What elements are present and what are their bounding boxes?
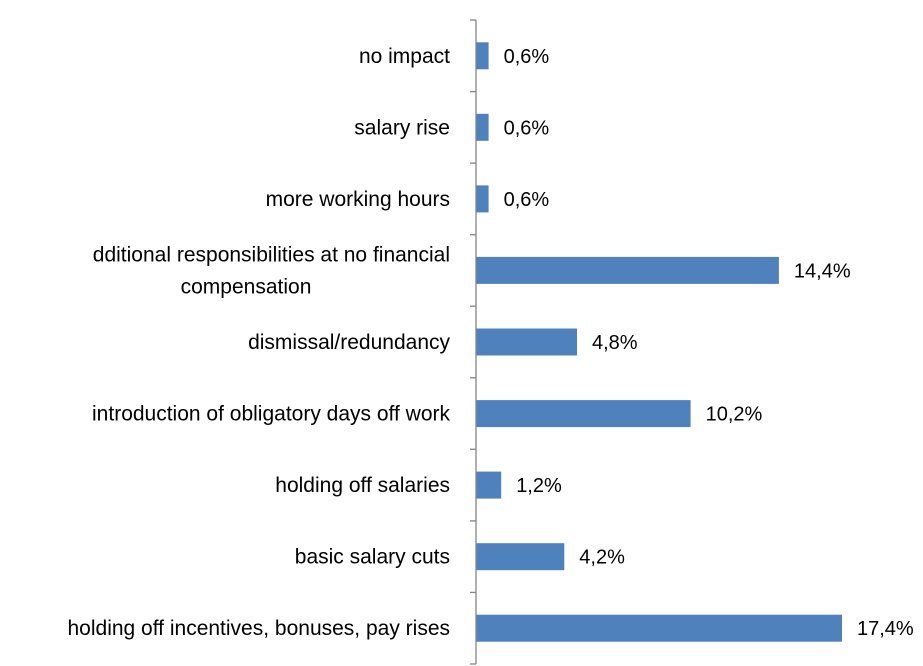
category-label: compensation — [181, 275, 312, 298]
category-label: salary rise — [354, 116, 450, 139]
bar — [476, 113, 489, 141]
bar — [476, 256, 779, 284]
category-label: more working hours — [266, 188, 450, 211]
category-labels: no impact salary rise more working hours dd… — [67, 45, 450, 640]
data-label: 14,4% — [794, 260, 851, 282]
category-label: no impact — [359, 45, 450, 68]
category-label: dismissal/redundancy — [248, 331, 450, 354]
bar — [476, 185, 489, 213]
data-label: 4,8% — [592, 332, 638, 354]
bar — [476, 543, 565, 571]
category-label: introduction of obligatory days off work — [92, 403, 450, 426]
data-label: 10,2% — [706, 404, 763, 426]
bars — [476, 42, 842, 642]
category-label: holding off salaries — [275, 474, 450, 497]
data-label: 1,2% — [516, 475, 562, 497]
bar — [476, 328, 577, 356]
category-label: holding off incentives, bonuses, pay ris… — [67, 617, 450, 640]
bar — [476, 614, 842, 642]
category-label: dditional responsibilities at no financi… — [93, 243, 450, 266]
category-axis — [470, 19, 477, 665]
data-label: 0,6% — [504, 46, 550, 68]
data-label: 0,6% — [504, 117, 550, 139]
data-label: 17,4% — [857, 618, 914, 640]
data-label: 4,2% — [579, 547, 625, 569]
data-label: 0,6% — [504, 189, 550, 211]
bar — [476, 400, 691, 428]
bar — [476, 42, 489, 70]
bar — [476, 471, 502, 499]
category-label: basic salary cuts — [295, 546, 450, 569]
value-labels: 0,6% 0,6% 0,6% 14,4% 4,8% 10,2% 1,2% 4,2% 17,4% — [504, 46, 914, 640]
